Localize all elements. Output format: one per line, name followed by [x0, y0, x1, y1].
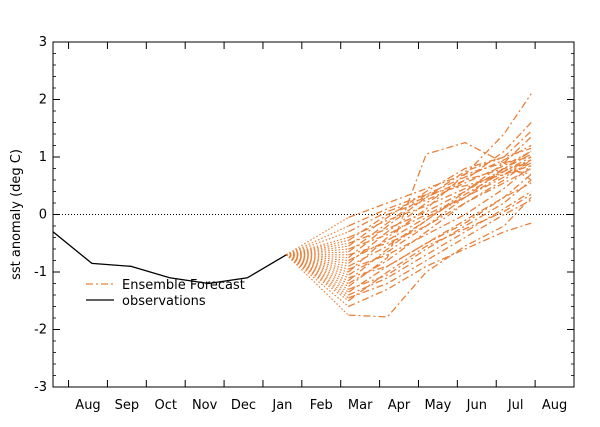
- ensemble-spinup-line: [285, 254, 349, 299]
- ensemble-forecast-line: [348, 193, 532, 302]
- ensemble-forecast-line: [348, 159, 532, 239]
- x-tick-label-nov: Nov: [192, 398, 218, 413]
- x-tick-label-mar: Mar: [348, 398, 373, 413]
- ensemble-forecast-line: [348, 165, 532, 270]
- ensemble-forecast-line: [348, 156, 532, 267]
- ensemble-forecast-line: [348, 173, 532, 293]
- ensemble-forecast-line: [348, 167, 532, 256]
- ensemble-forecast-line: [348, 167, 532, 233]
- x-tick-label-dec: Dec: [231, 398, 256, 413]
- ensemble-spinup-line: [285, 254, 349, 316]
- y-tick-label: 3: [39, 35, 47, 50]
- ensemble-forecast-line: [348, 156, 532, 219]
- ensemble-member-25: [286, 164, 532, 256]
- ensemble-forecast-line: [348, 130, 532, 247]
- ensemble-forecast-lines: [285, 93, 532, 318]
- y-tick-label: 2: [39, 93, 47, 108]
- ensemble-spinup-line: [286, 225, 349, 256]
- y-tick-label: -2: [34, 323, 47, 338]
- y-axis-ticks: -3 -2 -1 0 1 2 3: [34, 35, 574, 395]
- x-tick-label-may: May: [424, 398, 451, 413]
- ensemble-forecast-line: [348, 141, 532, 287]
- ensemble-spinup-line: [285, 254, 349, 293]
- y-axis-label: sst anomaly (deg C): [9, 149, 24, 280]
- ensemble-member-1: [285, 196, 532, 318]
- ensemble-member-13: [286, 156, 532, 267]
- ensemble-member-23: [286, 159, 532, 256]
- ensemble-forecast-line: [348, 162, 532, 250]
- ensemble-forecast-line: [348, 196, 532, 318]
- ensemble-member-26: [285, 156, 532, 256]
- ensemble-forecast-line: [348, 122, 532, 264]
- x-axis-ticks: Aug Sep Oct Nov Dec Jan Feb Mar Apr May Jun Jul Aug: [68, 42, 575, 413]
- ensemble-member-18: [286, 144, 532, 256]
- ensemble-member-17: [286, 167, 532, 256]
- legend: Ensemble Forecast observations: [86, 278, 245, 309]
- ensemble-member-28: [285, 193, 532, 302]
- x-tick-label-apr: Apr: [388, 398, 411, 413]
- ensemble-member-2: [285, 199, 532, 299]
- observations-line: [52, 231, 287, 285]
- ensemble-spinup-line: [286, 236, 349, 256]
- ensemble-forecast-line: [348, 164, 532, 227]
- ensemble-spinup-line: [285, 254, 349, 302]
- ensemble-member-3: [285, 190, 532, 296]
- ensemble-forecast-line: [348, 159, 532, 262]
- ensemble-spinup-line: [285, 254, 349, 307]
- y-tick-label: 0: [39, 208, 47, 223]
- observations-line-layer: [52, 231, 287, 285]
- ensemble-forecast-line: [348, 150, 532, 276]
- ensemble-member-5: [285, 179, 532, 290]
- x-tick-label-oct: Oct: [155, 398, 177, 413]
- x-tick-label-aug: Aug: [542, 398, 567, 413]
- x-tick-label-aug: Aug: [75, 398, 100, 413]
- ensemble-member-24: [286, 167, 532, 256]
- legend-observations-label: observations: [122, 294, 206, 309]
- ensemble-forecast-line: [348, 190, 532, 296]
- x-tick-label-feb: Feb: [310, 398, 333, 413]
- ensemble-member-4: [285, 173, 532, 293]
- ensemble-member-9: [286, 182, 532, 279]
- ensemble-spinup-line: [285, 216, 349, 256]
- ensemble-spinup-line: [286, 254, 349, 279]
- x-tick-label-sep: Sep: [115, 398, 140, 413]
- ensemble-forecast-line: [348, 199, 532, 299]
- ensemble-forecast-line: [348, 222, 532, 308]
- ensemble-member-20: [286, 130, 532, 256]
- x-tick-label-jul: Jul: [507, 398, 524, 413]
- legend-ensemble-label: Ensemble Forecast: [122, 278, 245, 293]
- ensemble-forecast-line: [348, 182, 532, 279]
- ensemble-member-15: [286, 159, 532, 262]
- ensemble-spinup-line: [286, 254, 349, 282]
- ensemble-member-14: [286, 122, 532, 264]
- y-tick-label: -3: [34, 380, 47, 395]
- x-tick-label-jan: Jan: [271, 398, 292, 413]
- y-tick-label: 1: [39, 150, 47, 165]
- ensemble-forecast-line: [348, 144, 532, 253]
- ensemble-forecast-line: [348, 153, 532, 244]
- ensemble-forecast-line: [348, 150, 532, 241]
- y-tick-label: -1: [34, 265, 47, 280]
- ensemble-spinup-line: [286, 231, 349, 256]
- ensemble-member-27: [285, 222, 532, 308]
- ensemble-member-19: [286, 162, 532, 256]
- x-tick-label-jun: Jun: [466, 398, 487, 413]
